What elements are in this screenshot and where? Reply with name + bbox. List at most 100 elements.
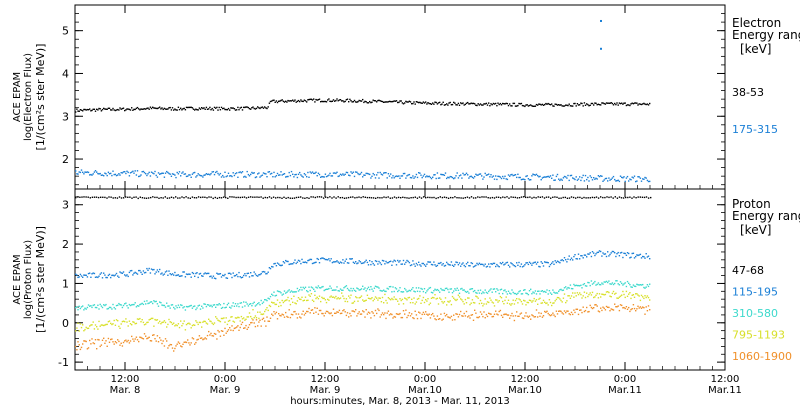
data-point-electron xyxy=(505,178,507,180)
data-point-proton xyxy=(366,196,369,199)
data-point-proton xyxy=(458,292,461,294)
data-point-proton xyxy=(644,313,646,315)
data-point-proton xyxy=(436,297,439,300)
data-point-proton xyxy=(425,292,427,294)
data-point-proton xyxy=(304,312,307,314)
data-point-electron xyxy=(584,174,587,177)
data-point-proton xyxy=(408,289,411,292)
data-point-proton xyxy=(444,264,447,267)
data-point-electron xyxy=(633,175,636,177)
data-point-proton xyxy=(292,263,294,265)
data-point-proton xyxy=(342,259,344,261)
data-point-proton xyxy=(95,196,98,198)
data-point-proton xyxy=(282,261,285,263)
data-point-proton xyxy=(595,284,597,286)
data-point-proton xyxy=(604,293,607,296)
data-point-electron xyxy=(313,172,315,175)
data-point-proton xyxy=(525,196,527,199)
data-point-proton xyxy=(206,197,208,199)
data-point-electron xyxy=(267,106,269,108)
y-axis-label-electron: ACE EPAM xyxy=(12,72,23,122)
data-point-proton xyxy=(433,290,435,292)
data-point-proton xyxy=(577,284,580,287)
data-point-proton xyxy=(251,321,253,324)
data-point-electron xyxy=(533,105,535,107)
data-point-electron xyxy=(506,178,509,181)
data-point-electron xyxy=(464,173,467,176)
data-point-proton xyxy=(177,197,179,199)
data-point-proton xyxy=(309,289,311,292)
data-point-electron xyxy=(577,104,580,106)
data-point-proton xyxy=(544,310,546,313)
data-point-proton xyxy=(86,348,89,350)
data-point-electron xyxy=(376,174,378,176)
data-point-electron xyxy=(341,100,343,102)
data-point-electron xyxy=(502,102,504,105)
data-point-electron xyxy=(103,107,105,110)
data-point-electron xyxy=(236,109,238,111)
data-point-proton xyxy=(233,327,236,330)
data-point-electron xyxy=(598,104,601,106)
data-point-proton xyxy=(414,291,416,293)
data-point-proton xyxy=(371,311,373,313)
data-point-proton xyxy=(141,337,143,339)
data-point-proton xyxy=(418,287,420,289)
data-point-proton xyxy=(103,324,105,327)
data-point-proton xyxy=(264,196,266,199)
data-point-proton xyxy=(598,311,601,313)
data-point-electron xyxy=(563,105,566,107)
data-point-proton xyxy=(594,296,596,298)
data-point-proton xyxy=(173,306,175,309)
data-point-proton xyxy=(454,196,456,198)
data-point-proton xyxy=(645,286,647,288)
data-point-proton xyxy=(629,292,631,294)
data-point-proton xyxy=(467,290,469,293)
data-point-proton xyxy=(434,294,436,296)
data-point-proton xyxy=(560,197,562,199)
data-point-electron xyxy=(588,105,590,107)
data-point-proton xyxy=(605,291,608,293)
data-point-electron xyxy=(285,176,287,178)
data-point-proton xyxy=(416,298,419,300)
data-point-proton xyxy=(240,323,243,326)
data-point-proton xyxy=(192,324,195,326)
data-point-electron xyxy=(315,98,317,101)
data-point-electron xyxy=(447,176,449,178)
data-point-proton xyxy=(135,306,138,308)
data-point-electron xyxy=(607,180,609,182)
data-point-proton xyxy=(148,302,150,304)
data-point-proton xyxy=(440,287,442,290)
data-point-proton xyxy=(289,263,292,265)
data-point-proton xyxy=(194,305,196,307)
data-point-electron xyxy=(290,100,293,102)
data-point-proton xyxy=(380,263,383,266)
data-point-electron xyxy=(355,101,357,103)
data-point-proton xyxy=(83,340,85,342)
data-point-electron xyxy=(143,171,146,174)
data-point-proton xyxy=(271,265,273,268)
data-point-electron xyxy=(152,172,154,174)
data-point-proton xyxy=(275,303,278,306)
data-point-proton xyxy=(631,308,633,310)
data-point-electron xyxy=(462,172,464,175)
data-point-proton xyxy=(468,297,470,299)
data-point-proton xyxy=(329,285,331,287)
data-point-proton xyxy=(131,324,133,326)
data-point-proton xyxy=(362,262,364,264)
data-point-electron xyxy=(538,176,540,178)
data-point-proton xyxy=(359,296,362,299)
data-point-electron xyxy=(125,172,127,175)
data-point-electron xyxy=(149,175,152,177)
data-point-proton xyxy=(299,298,301,300)
data-point-proton xyxy=(222,274,224,276)
data-point-proton xyxy=(636,308,638,310)
data-point-electron xyxy=(289,100,292,102)
data-point-proton xyxy=(538,290,540,292)
data-point-electron xyxy=(217,109,219,111)
data-point-proton xyxy=(436,315,439,317)
data-point-proton xyxy=(295,313,297,315)
data-point-proton xyxy=(456,197,458,199)
data-point-proton xyxy=(356,297,358,299)
data-point-electron xyxy=(530,179,532,181)
data-point-proton xyxy=(268,196,271,198)
